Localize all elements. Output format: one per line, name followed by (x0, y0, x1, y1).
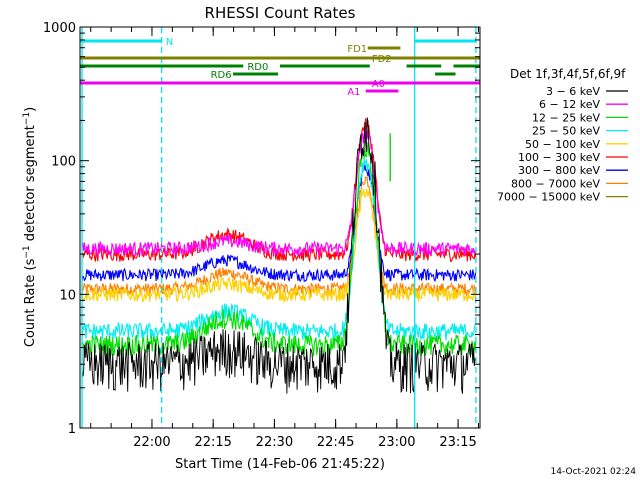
legend-entry-label: 3 − 6 keV (546, 85, 600, 98)
y-tick-label: 100 (51, 155, 76, 170)
x-tick-label: 23:15 (439, 435, 476, 450)
legend-entry-label: 50 − 100 keV (525, 138, 600, 151)
series-line (81, 187, 477, 303)
legend-entry-label: 300 − 800 keV (518, 164, 600, 177)
flag-label: A1 (347, 87, 360, 98)
legend-entry-label: 12 − 25 keV (532, 111, 600, 124)
flag-label: RD6 (211, 70, 232, 81)
flag-label: FD1 (347, 44, 367, 55)
legend-title: Det 1f,3f,4f,5f,6f,9f (510, 67, 626, 81)
series-line (81, 142, 477, 358)
x-tick-label: 22:45 (317, 435, 354, 450)
series-line (81, 117, 477, 394)
series-line (81, 158, 477, 343)
marker-layer (81, 27, 477, 428)
y-tick-label: 1 (68, 422, 76, 437)
legend-entry-label: 6 − 12 keV (539, 98, 600, 111)
series-line (81, 162, 477, 283)
x-tick-label: 22:00 (133, 435, 170, 450)
plot-frame (79, 26, 481, 429)
y-axis-label: Count Rate (s−1 detector segment−1) (22, 107, 38, 347)
flag-label: A0 (372, 79, 385, 90)
x-axis-label: Start Time (14-Feb-06 21:45:22) (175, 457, 385, 472)
legend-entry-label: 7000 − 15000 keV (497, 191, 600, 204)
chart-title: RHESSI Count Rates (205, 4, 356, 22)
legend-entry-label: 800 − 7000 keV (511, 177, 600, 190)
legend-entry-label: 25 − 50 keV (532, 125, 600, 138)
series-line (81, 127, 477, 258)
x-tick-label: 22:15 (194, 435, 231, 450)
flag-label: RD0 (247, 62, 268, 73)
x-tick-label: 22:30 (256, 435, 293, 450)
flag-layer: N FD1 FD2 RD0 RD6 A0 A1 (80, 37, 480, 98)
x-tick-label: 23:00 (378, 435, 415, 450)
axis-layer: 1 10 100 1000 22:00 22:15 22:30 22:45 23:00 23:15 (43, 21, 480, 450)
timestamp: 14-Oct-2021 02:24 (551, 467, 637, 477)
y-tick-label: 1000 (43, 21, 76, 36)
series-layer (81, 117, 477, 394)
y-tick-label: 10 (59, 288, 76, 303)
legend-entry-label: 100 − 300 keV (518, 151, 600, 164)
flag-label: FD2 (372, 54, 392, 65)
series-line (81, 118, 477, 264)
flag-label: N (166, 37, 173, 48)
